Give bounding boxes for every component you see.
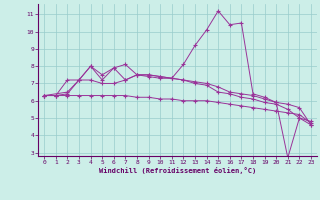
X-axis label: Windchill (Refroidissement éolien,°C): Windchill (Refroidissement éolien,°C) (99, 167, 256, 174)
